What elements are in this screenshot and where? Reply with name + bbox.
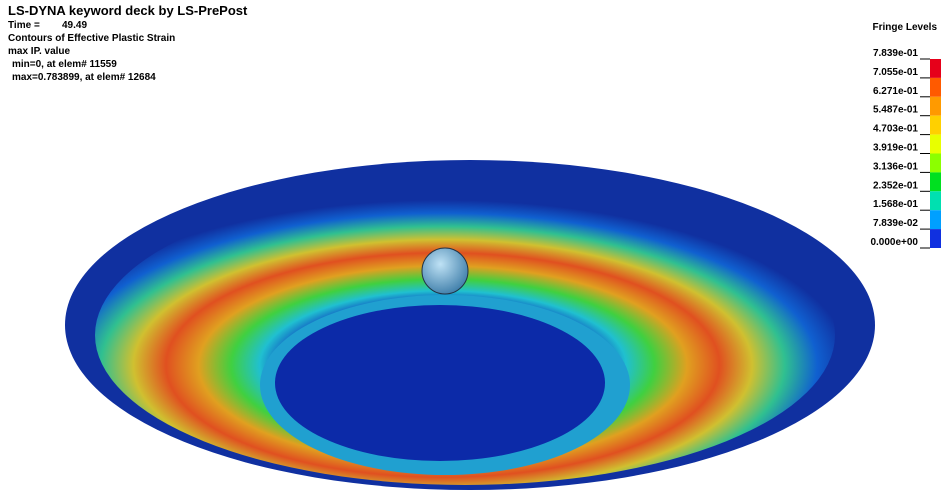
legend-swatch xyxy=(930,154,941,173)
legend-level: 7.055e-01 xyxy=(873,67,918,78)
legend-level: 2.352e-01 xyxy=(873,180,918,191)
legend-level: 3.136e-01 xyxy=(873,161,918,172)
legend-level: 7.839e-01 xyxy=(873,48,918,59)
legend-level: 5.487e-01 xyxy=(873,105,918,116)
legend-swatch xyxy=(930,172,941,191)
legend-swatch xyxy=(930,191,941,210)
viewport: LS-DYNA keyword deck by LS-PrePost Time … xyxy=(0,0,945,495)
legend-level: 0.000e+00 xyxy=(870,237,918,248)
legend: 7.839e-01 7.055e-01 6.271e-01 5.487e-01 4.70… xyxy=(870,48,941,248)
legend-level: 6.271e-01 xyxy=(873,86,918,97)
scene: Fringe Levels 7.839e-01 7.055e-01 6.271e-0… xyxy=(0,0,945,495)
legend-swatch xyxy=(930,78,941,97)
legend-swatch xyxy=(930,135,941,154)
legend-swatch xyxy=(930,210,941,229)
legend-level: 1.568e-01 xyxy=(873,199,918,210)
legend-swatch xyxy=(930,59,941,78)
dish-floor xyxy=(275,305,605,461)
legend-title: Fringe Levels xyxy=(873,22,938,33)
legend-swatch xyxy=(930,229,941,248)
legend-level: 7.839e-02 xyxy=(873,218,918,229)
legend-swatch xyxy=(930,116,941,135)
ball xyxy=(422,248,468,294)
legend-swatch xyxy=(930,97,941,116)
legend-level: 4.703e-01 xyxy=(873,124,918,135)
legend-level: 3.919e-01 xyxy=(873,143,918,154)
